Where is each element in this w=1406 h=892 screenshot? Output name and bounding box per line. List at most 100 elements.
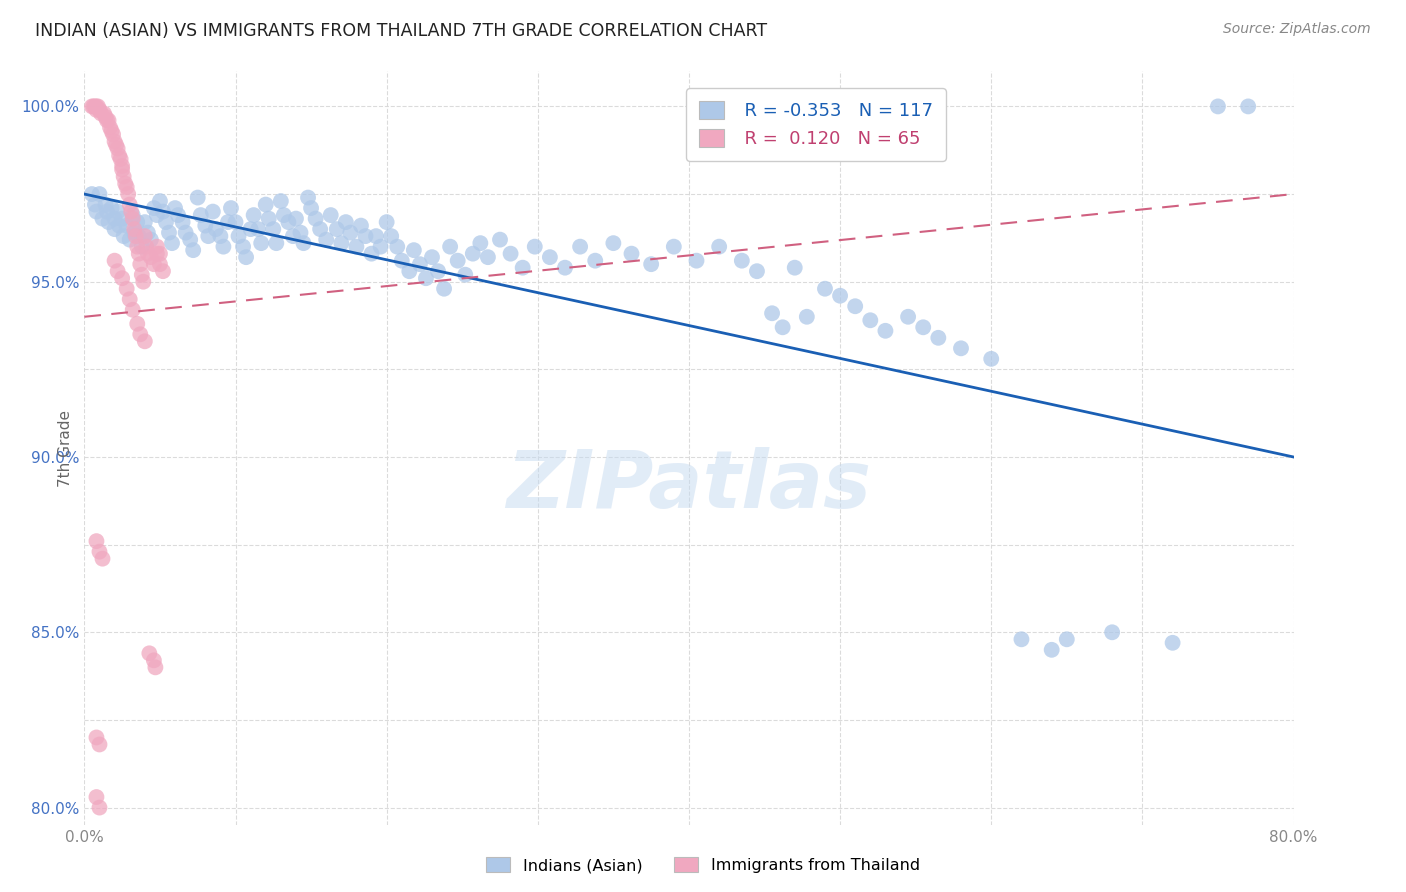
Point <box>131 268 153 282</box>
Point <box>346 240 368 254</box>
Y-axis label: 7th Grade: 7th Grade <box>58 409 73 487</box>
Point <box>1206 99 1229 113</box>
Point <box>897 310 920 324</box>
Point <box>489 233 512 247</box>
Point <box>125 229 148 244</box>
Point <box>304 211 326 226</box>
Point <box>1237 99 1260 113</box>
Point <box>409 257 432 271</box>
Point <box>640 257 662 271</box>
Point <box>149 246 172 260</box>
Point <box>167 208 190 222</box>
Point <box>292 236 315 251</box>
Point <box>538 250 561 264</box>
Point <box>122 222 145 236</box>
Point <box>86 534 108 549</box>
Point <box>127 215 149 229</box>
Point <box>146 240 169 254</box>
Point <box>139 233 162 247</box>
Point <box>111 211 134 226</box>
Point <box>350 219 373 233</box>
Point <box>181 243 204 257</box>
Point <box>86 731 108 745</box>
Point <box>335 215 357 229</box>
Point <box>277 215 299 229</box>
Point <box>1040 642 1063 657</box>
Point <box>219 201 242 215</box>
Point <box>228 229 250 244</box>
Point <box>299 201 322 215</box>
Point <box>172 215 194 229</box>
Point <box>232 240 254 254</box>
Point <box>454 268 477 282</box>
Point <box>96 113 118 128</box>
Point <box>364 229 387 244</box>
Point <box>100 201 122 215</box>
Point <box>111 271 134 285</box>
Point <box>104 135 127 149</box>
Point <box>111 159 134 173</box>
Point <box>270 194 292 208</box>
Point <box>134 215 156 229</box>
Point <box>731 253 754 268</box>
Point <box>115 282 138 296</box>
Point <box>319 208 342 222</box>
Point <box>980 351 1002 366</box>
Point <box>512 260 534 275</box>
Point <box>104 222 127 236</box>
Point <box>89 103 111 117</box>
Point <box>139 250 162 264</box>
Point <box>86 790 108 805</box>
Point <box>273 208 295 222</box>
Point <box>121 208 143 222</box>
Point <box>212 240 235 254</box>
Point <box>98 120 121 135</box>
Point <box>950 341 973 355</box>
Point <box>796 310 818 324</box>
Point <box>89 800 111 814</box>
Point <box>157 226 180 240</box>
Point <box>360 246 382 260</box>
Point <box>114 177 136 191</box>
Point <box>477 250 499 264</box>
Point <box>239 222 262 236</box>
Point <box>128 229 150 244</box>
Point <box>194 219 217 233</box>
Point <box>830 289 852 303</box>
Point <box>84 99 107 113</box>
Point <box>783 260 806 275</box>
Point <box>266 236 288 251</box>
Point <box>179 233 201 247</box>
Legend:   R = -0.353   N = 117,   R =  0.120   N = 65: R = -0.353 N = 117, R = 0.120 N = 65 <box>686 88 946 161</box>
Point <box>131 240 153 254</box>
Point <box>569 240 592 254</box>
Point <box>380 229 402 244</box>
Point <box>875 324 897 338</box>
Point <box>375 215 398 229</box>
Point <box>499 246 522 260</box>
Point <box>127 317 149 331</box>
Point <box>281 229 304 244</box>
Point <box>814 282 837 296</box>
Point <box>602 236 624 251</box>
Point <box>89 544 111 558</box>
Point <box>190 208 212 222</box>
Point <box>523 240 546 254</box>
Point <box>309 222 332 236</box>
Point <box>620 246 643 260</box>
Point <box>112 169 135 184</box>
Point <box>142 257 165 271</box>
Point <box>142 653 165 667</box>
Point <box>217 215 239 229</box>
Point <box>912 320 935 334</box>
Point <box>128 246 150 260</box>
Point <box>107 204 129 219</box>
Point <box>354 229 377 244</box>
Point <box>433 282 456 296</box>
Point <box>120 204 142 219</box>
Point <box>290 226 312 240</box>
Point <box>107 141 129 155</box>
Point <box>80 99 103 113</box>
Point <box>132 275 155 289</box>
Point <box>165 201 187 215</box>
